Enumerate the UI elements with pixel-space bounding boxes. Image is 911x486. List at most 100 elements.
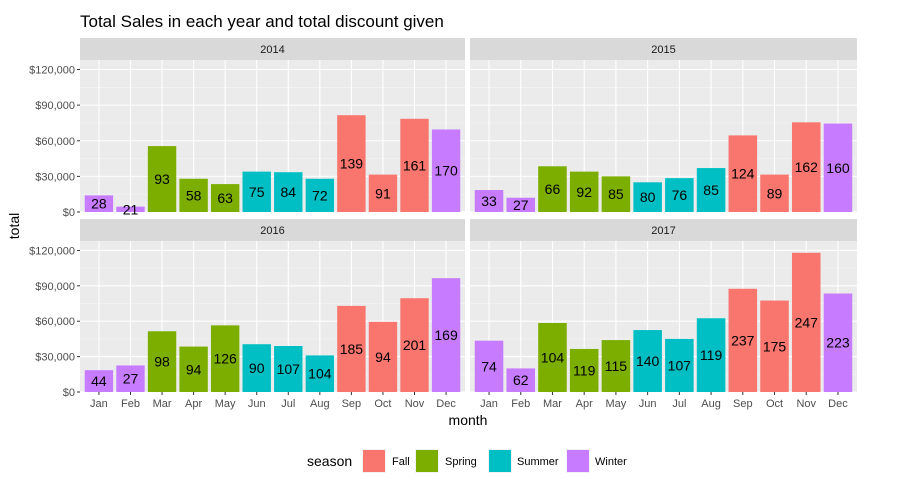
- bar-label-2014-oct: 91: [375, 185, 391, 201]
- bar-2017-aug: [696, 318, 726, 392]
- bar-label-2015-jan: 33: [481, 193, 497, 209]
- bar-2017-nov: [791, 252, 821, 392]
- bar-label-2015-dec: 160: [826, 160, 850, 176]
- bar-2014-feb: [116, 206, 145, 212]
- bar-label-2017-jan: 74: [481, 358, 497, 374]
- bar-2015-oct: [760, 174, 789, 212]
- bar-label-2015-aug: 85: [703, 182, 719, 198]
- x-tick-label-dec: Dec: [436, 398, 456, 410]
- x-tick-label-feb: Feb: [121, 398, 140, 410]
- bar-2014-jun: [242, 171, 271, 212]
- bar-label-2017-may: 115: [605, 358, 628, 374]
- bar-2015-may: [601, 176, 631, 212]
- bar-2017-oct: [760, 300, 789, 392]
- x-tick-label-mar: Mar: [543, 398, 562, 410]
- legend-swatch-summer: [489, 450, 511, 472]
- bar-label-2015-jun: 80: [640, 189, 656, 205]
- y-tick-label: $60,000: [35, 316, 75, 328]
- x-tick-label-dec: Dec: [828, 398, 848, 410]
- bar-2017-may: [601, 340, 631, 392]
- bar-label-2015-jul: 76: [672, 187, 688, 203]
- bar-2014-oct: [368, 174, 398, 212]
- x-tick-label-feb: Feb: [511, 398, 530, 410]
- bar-label-2016-aug: 104: [308, 366, 332, 382]
- strip-label-2015: 2015: [651, 44, 675, 56]
- bar-label-2016-dec: 169: [434, 327, 458, 343]
- y-tick-label: $30,000: [35, 352, 75, 364]
- bar-label-2014-jun: 75: [249, 184, 265, 200]
- bar-label-2017-oct: 175: [763, 338, 787, 354]
- bar-2014-mar: [147, 146, 177, 212]
- bar-2015-aug: [696, 168, 726, 212]
- bar-label-2016-nov: 201: [403, 337, 427, 353]
- panel-2014: 2014 28 21 93 58 63 75 84 72 139 91 161 170 $0 $30,000…: [29, 38, 465, 219]
- bar-label-2014-mar: 93: [154, 171, 170, 187]
- x-tick-label-apr: Apr: [185, 398, 202, 410]
- bar-label-2014-feb: 21: [123, 201, 139, 217]
- bar-2015-dec: [823, 123, 853, 212]
- y-axis-title: total: [6, 213, 22, 239]
- bar-label-2016-oct: 94: [375, 349, 391, 365]
- bar-label-2015-oct: 89: [767, 185, 783, 201]
- bar-label-2016-jun: 90: [249, 360, 265, 376]
- bar-2017-mar: [538, 322, 567, 392]
- bar-label-2014-nov: 161: [403, 157, 427, 173]
- strip-label-2016: 2016: [260, 225, 284, 237]
- bar-label-2016-mar: 98: [154, 354, 170, 370]
- bar-label-2014-jul: 84: [280, 184, 296, 200]
- bar-2014-apr: [179, 178, 208, 212]
- strip-2016: [80, 219, 465, 241]
- bar-label-2014-dec: 170: [434, 163, 458, 179]
- x-tick-label-sep: Sep: [342, 398, 362, 410]
- bar-2017-sep: [728, 288, 758, 392]
- bar-label-2017-aug: 119: [700, 347, 723, 363]
- bar-2015-feb: [506, 197, 536, 212]
- x-tick-label-oct: Oct: [766, 398, 783, 410]
- bar-label-2016-feb: 27: [123, 371, 139, 387]
- legend-label-fall: Fall: [392, 456, 410, 468]
- y-tick-label: $60,000: [35, 136, 75, 148]
- legend: season Fall Spring Summer Winter: [307, 449, 627, 473]
- bar-2016-oct: [368, 321, 398, 392]
- bar-label-2017-jun: 140: [636, 353, 660, 369]
- x-tick-label-jul: Jul: [672, 398, 686, 410]
- bar-2017-jun: [633, 330, 662, 392]
- bar-label-2015-mar: 66: [545, 181, 561, 197]
- bar-2016-may: [210, 325, 240, 392]
- x-tick-label-oct: Oct: [374, 398, 391, 410]
- legend-label-spring: Spring: [445, 456, 477, 468]
- bar-2016-apr: [179, 346, 208, 392]
- x-tick-label-mar: Mar: [153, 398, 172, 410]
- legend-label-winter: Winter: [595, 456, 627, 468]
- bar-2016-nov: [400, 298, 429, 392]
- y-tick-label: $30,000: [35, 171, 75, 183]
- y-tick-label: $120,000: [29, 245, 75, 257]
- bar-2017-feb: [506, 368, 536, 392]
- bar-label-2014-jan: 28: [91, 196, 107, 212]
- x-tick-label-jan: Jan: [480, 398, 498, 410]
- bar-2014-dec: [431, 129, 461, 212]
- bar-2015-sep: [728, 135, 758, 212]
- bar-label-2014-may: 63: [217, 190, 233, 206]
- x-tick-label-apr: Apr: [576, 398, 593, 410]
- bar-2014-nov: [400, 118, 429, 212]
- panel-2016: 2016 44 27 98 94 126 90 107 104 185 94 201 169 $0 $30,…: [29, 219, 465, 410]
- bar-2016-mar: [147, 331, 177, 392]
- bar-2016-jun: [242, 344, 271, 392]
- strip-label-2014: 2014: [260, 44, 284, 56]
- bar-label-2016-jan: 44: [91, 373, 107, 389]
- bar-label-2015-may: 85: [608, 186, 624, 202]
- bar-2014-may: [210, 184, 240, 212]
- bar-label-2015-sep: 124: [731, 166, 755, 182]
- x-tick-label-aug: Aug: [701, 398, 721, 410]
- bar-2016-dec: [431, 278, 461, 392]
- bar-label-2017-jul: 107: [668, 357, 692, 373]
- legend-swatch-fall: [363, 450, 385, 472]
- strip-2015: [470, 38, 857, 60]
- chart-title: Total Sales in each year and total disco…: [80, 12, 444, 31]
- legend-label-summer: Summer: [517, 456, 559, 468]
- strip-2014: [80, 38, 465, 60]
- bar-label-2014-aug: 72: [312, 187, 328, 203]
- x-tick-label-jun: Jun: [248, 398, 266, 410]
